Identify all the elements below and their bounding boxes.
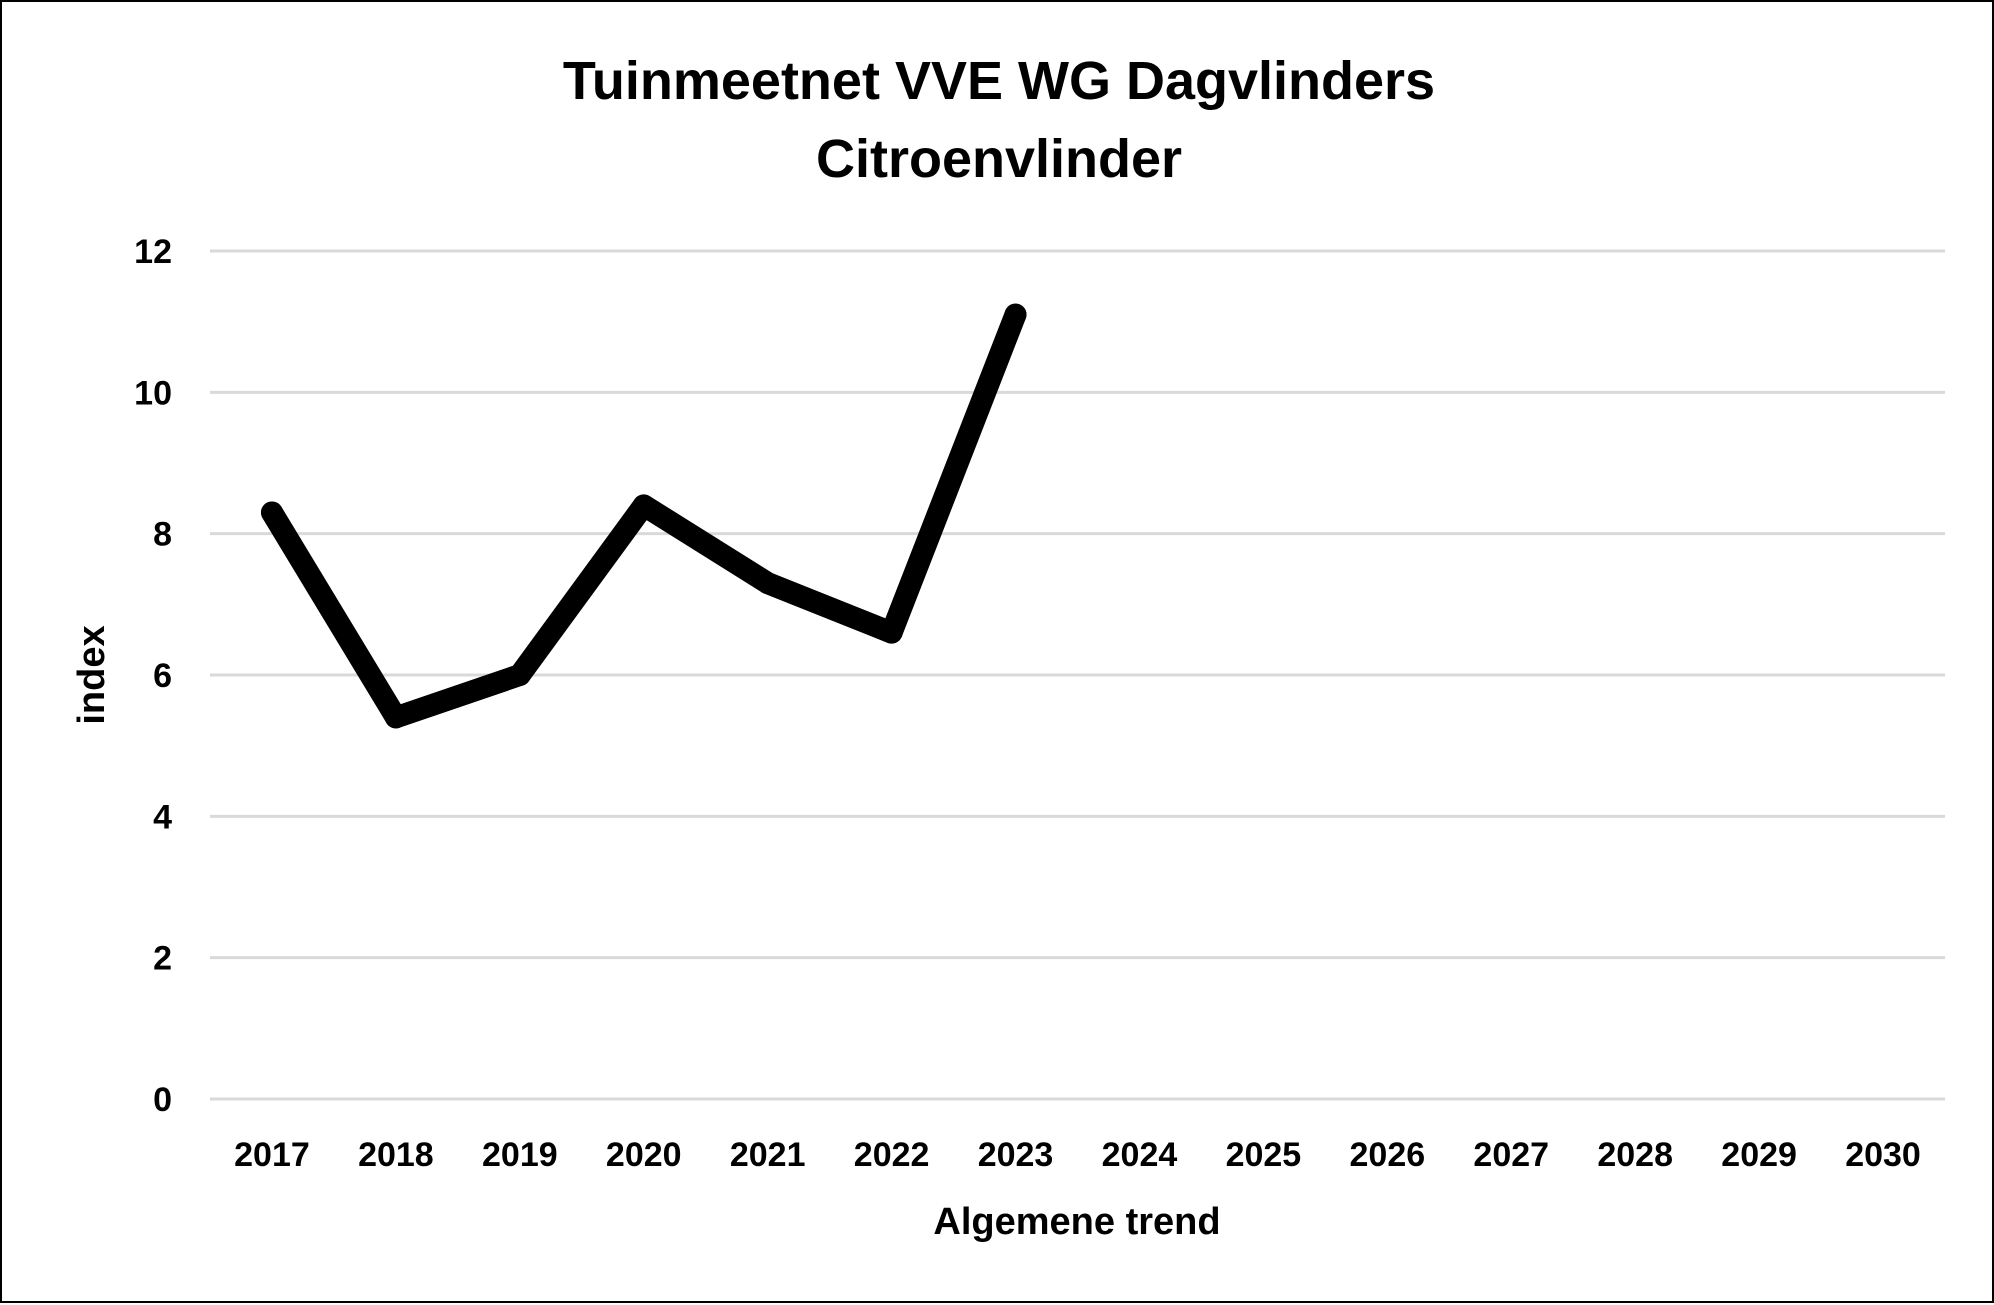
x-tick-label: 2022 xyxy=(854,1136,930,1174)
x-tick-label: 2025 xyxy=(1226,1136,1302,1174)
x-tick-label: 2027 xyxy=(1473,1136,1549,1174)
data-point-2017 xyxy=(260,501,283,524)
x-tick-label: 2019 xyxy=(482,1136,558,1174)
data-point-2023 xyxy=(1004,303,1027,326)
x-tick-label: 2026 xyxy=(1350,1136,1426,1174)
y-tick-label: 4 xyxy=(153,798,172,836)
chart-title: Tuinmeetnet VVE WG Dagvlinders xyxy=(563,51,1435,111)
x-tick-label: 2028 xyxy=(1597,1136,1673,1174)
data-point-2020 xyxy=(632,494,655,517)
x-tick-label: 2020 xyxy=(606,1136,682,1174)
gridlines xyxy=(210,249,1945,1101)
y-axis-label: index xyxy=(71,625,113,724)
x-tick-label: 2023 xyxy=(978,1136,1054,1174)
data-point-2018 xyxy=(384,706,407,729)
x-axis-ticks: 2017 2018 2019 2020 2021 2022 2023 2024 2025 2026… xyxy=(234,1136,1921,1174)
y-axis-ticks: 0 2 4 6 8 10 12 xyxy=(134,233,172,1119)
y-tick-label: 8 xyxy=(153,516,172,554)
y-tick-label: 2 xyxy=(153,940,172,978)
y-tick-label: 12 xyxy=(134,233,172,271)
y-tick-label: 10 xyxy=(134,374,172,412)
y-tick-label: 0 xyxy=(153,1081,172,1119)
x-tick-label: 2021 xyxy=(730,1136,806,1174)
y-tick-label: 6 xyxy=(153,657,172,695)
x-tick-label: 2030 xyxy=(1845,1136,1921,1174)
data-point-2022 xyxy=(880,621,903,644)
data-point-2019 xyxy=(508,664,531,686)
chart-subtitle: Citroenvlinder xyxy=(816,129,1182,189)
x-tick-label: 2029 xyxy=(1721,1136,1797,1174)
data-point-2021 xyxy=(756,572,779,595)
x-tick-label: 2024 xyxy=(1102,1136,1178,1174)
x-tick-label: 2017 xyxy=(234,1136,310,1174)
x-tick-label: 2018 xyxy=(358,1136,434,1174)
x-axis-label: Algemene trend xyxy=(933,1201,1220,1243)
series-layer xyxy=(260,303,1027,729)
